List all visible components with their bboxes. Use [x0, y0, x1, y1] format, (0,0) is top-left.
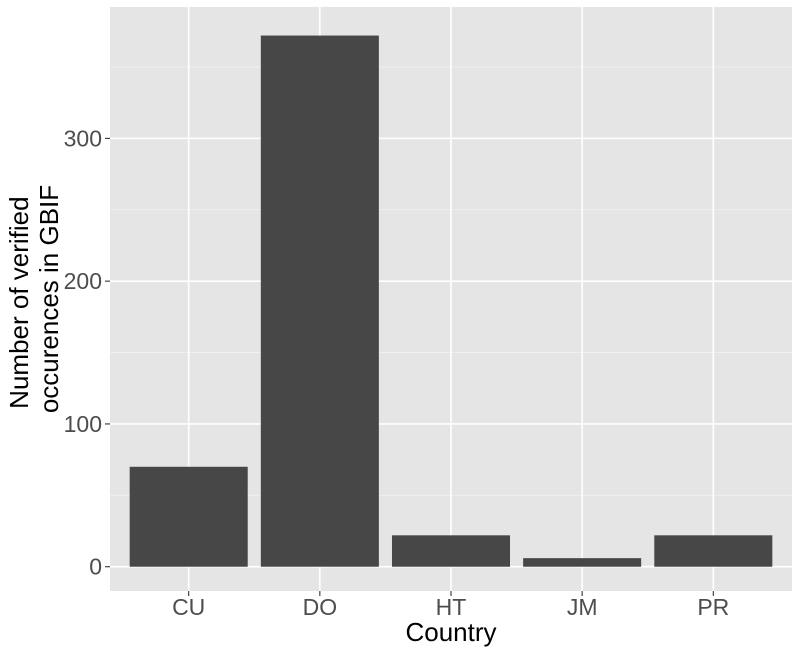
- x-tick-label: JM: [567, 594, 598, 620]
- x-tick-label: HT: [436, 594, 467, 620]
- y-tick-label: 200: [64, 268, 102, 294]
- y-axis-title-line-1: Number of verified: [4, 196, 34, 408]
- x-axis-title: Country: [405, 617, 496, 647]
- x-tick-label: DO: [303, 594, 338, 620]
- bar-jm: [523, 558, 642, 567]
- bar-do: [260, 35, 379, 567]
- y-tick-label: 300: [64, 125, 102, 151]
- y-tick-label: 100: [64, 411, 102, 437]
- bar-cu: [129, 466, 248, 567]
- x-tick-label: CU: [172, 594, 205, 620]
- y-axis: 0 100 200 300: [64, 125, 110, 580]
- bars: [129, 35, 773, 567]
- y-tick-label: 0: [89, 554, 102, 580]
- y-axis-title-line-2: occurences in GBIF: [34, 185, 64, 413]
- bar-ht: [391, 535, 511, 567]
- y-axis-title: Number of verified occurences in GBIF: [4, 185, 64, 413]
- x-tick-label: PR: [697, 594, 729, 620]
- bar-pr: [654, 535, 773, 567]
- x-axis: CU DO HT JM PR: [172, 591, 729, 620]
